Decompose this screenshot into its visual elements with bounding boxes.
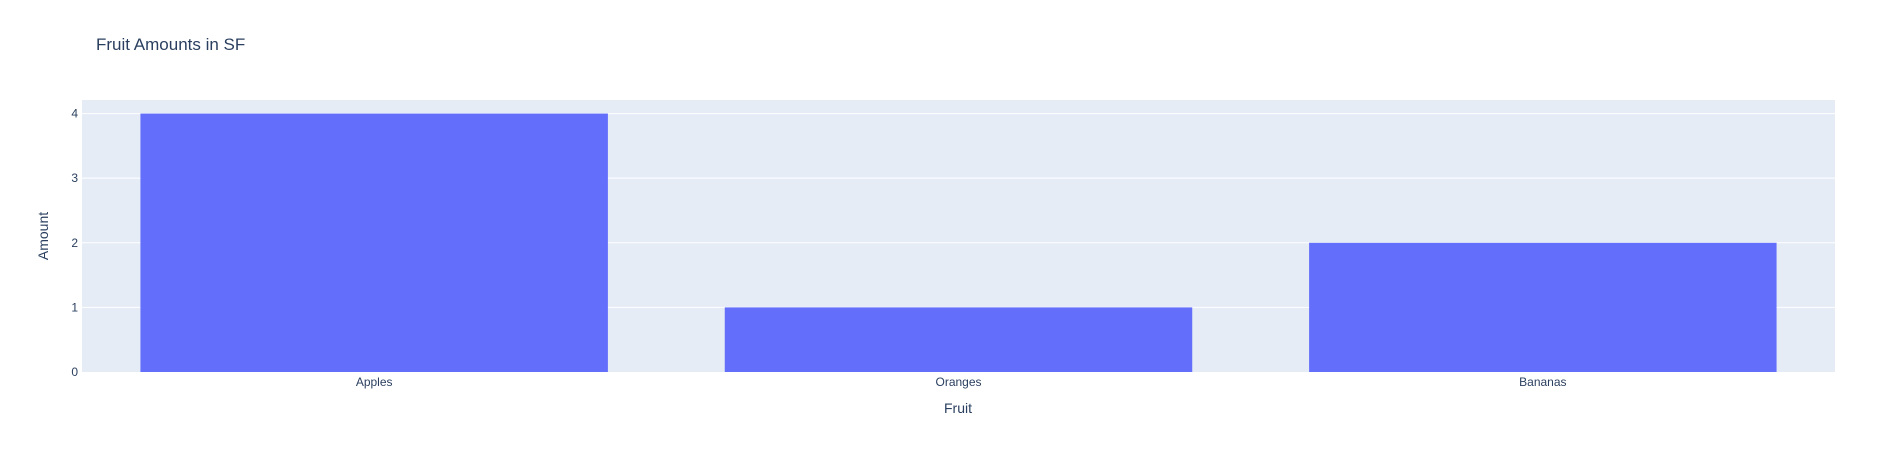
x-axis-ticks: Apples Oranges Bananas	[356, 375, 1567, 389]
y-axis-ticks: 0 1 2 3 4	[71, 107, 78, 379]
y-tick-label: 3	[71, 171, 78, 185]
y-axis-title: Amount	[35, 212, 51, 260]
y-tick-label: 0	[71, 365, 78, 379]
y-tick-label: 4	[71, 107, 78, 121]
bars	[140, 113, 1777, 373]
x-tick-label-oranges: Oranges	[935, 375, 981, 389]
bar-oranges[interactable]	[724, 307, 1193, 372]
bar-bananas[interactable]	[1309, 242, 1777, 372]
chart-title: Fruit Amounts in SF	[96, 35, 245, 54]
x-axis-title: Fruit	[944, 400, 972, 416]
y-tick-label: 2	[71, 236, 78, 250]
x-tick-label-apples: Apples	[356, 375, 393, 389]
x-tick-label-bananas: Bananas	[1519, 375, 1566, 389]
y-tick-label: 1	[71, 300, 78, 314]
bar-apples[interactable]	[140, 113, 608, 373]
